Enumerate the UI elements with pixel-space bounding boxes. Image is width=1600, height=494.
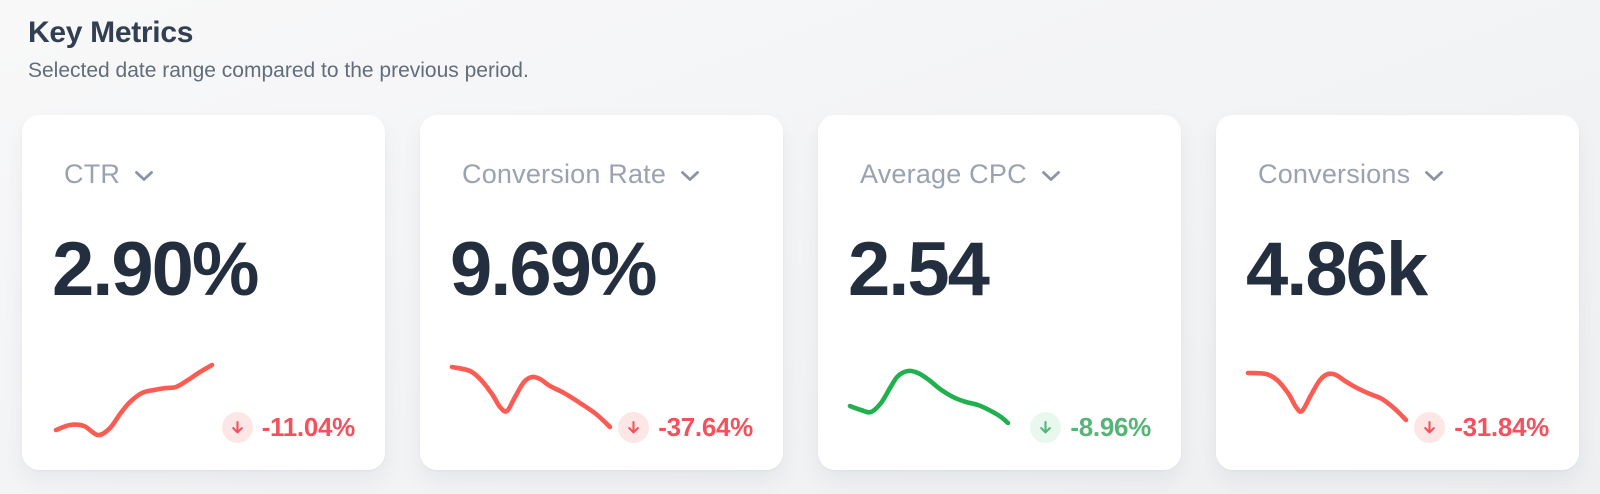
metric-value: 2.90% <box>52 227 260 312</box>
card-bottom-row: -8.96% <box>847 354 1151 444</box>
arrow-down-icon <box>1414 412 1446 443</box>
metric-card-conversion-rate: Conversion Rate 9.69% -37.64% <box>420 115 783 470</box>
metric-value: 4.86k <box>1246 227 1428 312</box>
metric-cards-row: CTR 2.90% -11.04% Conversion Rate <box>22 115 1579 470</box>
metric-dropdown-conversions[interactable]: Conversions <box>1246 159 1549 190</box>
change-badge: -37.64% <box>618 412 753 443</box>
change-percentage: -31.84% <box>1454 412 1549 442</box>
chevron-down-icon <box>1041 170 1061 182</box>
sparkline-chart <box>1245 370 1409 423</box>
metric-card-conversions: Conversions 4.86k -31.84% <box>1216 115 1579 470</box>
change-badge: -31.84% <box>1414 412 1549 443</box>
chevron-down-icon <box>134 170 154 182</box>
page-title: Key Metrics <box>28 16 194 49</box>
page-subtitle: Selected date range compared to the prev… <box>28 59 529 82</box>
sparkline-chart <box>449 364 613 430</box>
metric-label: Conversions <box>1258 159 1411 189</box>
metric-value: 2.54 <box>848 227 990 312</box>
metric-label: CTR <box>64 159 121 189</box>
metric-label: Conversion Rate <box>462 159 667 189</box>
panel-header: Key Metrics Selected date range compared… <box>0 0 1600 83</box>
arrow-down-icon <box>221 412 253 443</box>
change-percentage: -37.64% <box>658 412 753 442</box>
metric-card-average-cpc: Average CPC 2.54 -8.96% <box>818 115 1181 470</box>
metric-card-ctr: CTR 2.90% -11.04% <box>22 115 385 470</box>
card-bottom-row: -31.84% <box>1245 354 1549 444</box>
change-percentage: -8.96% <box>1070 412 1151 442</box>
sparkline-chart <box>847 368 1011 426</box>
card-bottom-row: -37.64% <box>449 354 753 444</box>
change-badge: -11.04% <box>221 412 356 443</box>
sparkline-chart <box>53 362 215 438</box>
arrow-down-icon <box>1030 412 1062 443</box>
metric-dropdown-conversion-rate[interactable]: Conversion Rate <box>450 159 753 190</box>
change-badge: -8.96% <box>1030 412 1151 443</box>
metric-dropdown-average-cpc[interactable]: Average CPC <box>848 159 1151 190</box>
chevron-down-icon <box>1424 170 1444 182</box>
change-percentage: -11.04% <box>261 412 356 442</box>
metric-dropdown-ctr[interactable]: CTR <box>52 159 355 190</box>
card-bottom-row: -11.04% <box>52 354 355 444</box>
metric-value: 9.69% <box>450 227 658 312</box>
chevron-down-icon <box>680 170 700 182</box>
arrow-down-icon <box>618 412 650 443</box>
metric-label: Average CPC <box>860 159 1027 189</box>
